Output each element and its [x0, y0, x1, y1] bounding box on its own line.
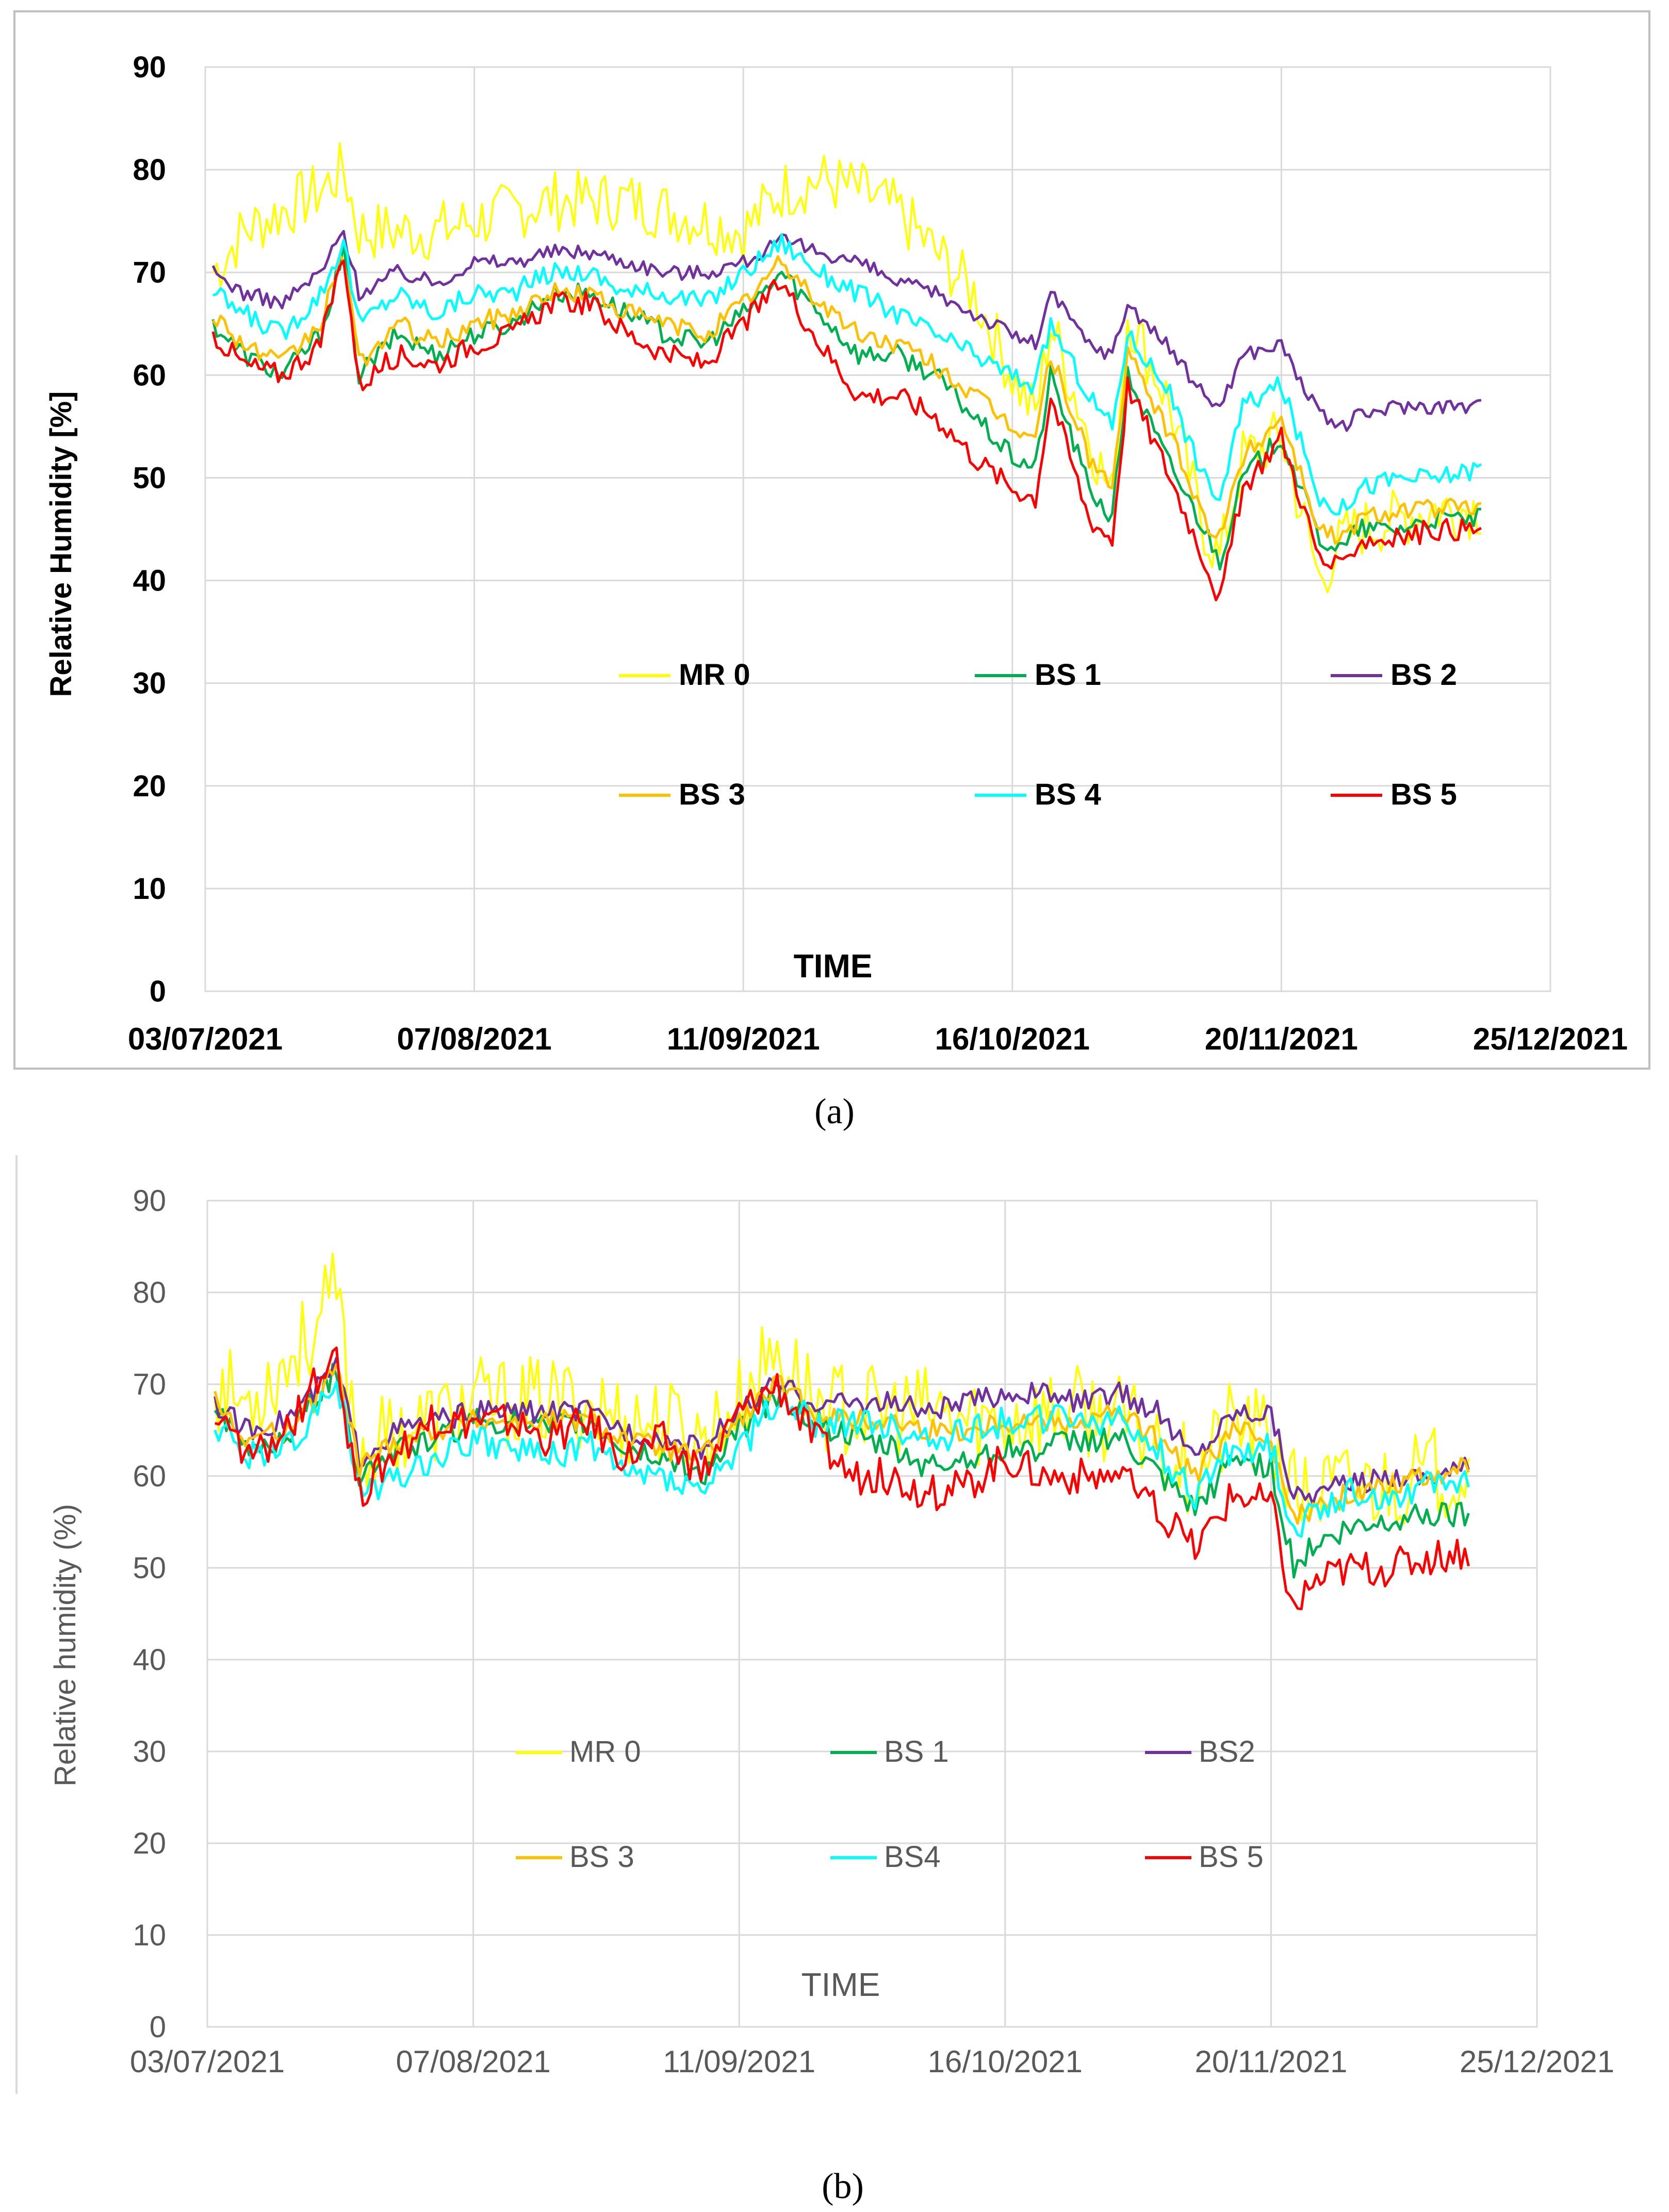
y-tick-label: 60: [133, 358, 166, 392]
panel-a-x-axis-label: TIME: [794, 947, 873, 985]
caption-b: (b): [822, 2167, 864, 2206]
x-tick-label: 16/10/2021: [928, 2044, 1083, 2079]
legend-label: BS 5: [1390, 778, 1457, 811]
panel-b-y-ticks: 0 10 20 30 40 50 60 70 80 90: [133, 1184, 166, 2044]
x-tick-label: 03/07/2021: [128, 1022, 283, 1056]
legend-label: BS 3: [679, 778, 745, 811]
y-tick-label: 40: [133, 1643, 166, 1677]
y-tick-label: 20: [133, 769, 166, 803]
y-tick-label: 30: [133, 1735, 166, 1768]
legend-label: BS 2: [1390, 658, 1457, 692]
x-tick-label: 07/08/2021: [397, 1022, 551, 1056]
y-tick-label: 50: [133, 461, 166, 495]
x-tick-label: 20/11/2021: [1195, 2044, 1347, 2079]
series-line-bs4: [212, 233, 1482, 516]
panel-a-y-ticks: 0 10 20 30 40 50 60 70 80 90: [133, 51, 166, 1008]
legend-label: BS 5: [1199, 1840, 1264, 1874]
panel-b-x-ticks: 03/07/2021 07/08/2021 11/09/2021 16/10/2021…: [130, 2044, 1614, 2079]
legend-label: BS 4: [1035, 778, 1101, 811]
y-tick-label: 10: [133, 872, 166, 906]
y-tick-label: 10: [133, 1919, 166, 1952]
series-line-bs3: [211, 254, 1482, 545]
y-tick-label: 80: [133, 1276, 166, 1309]
y-tick-label: 40: [133, 564, 166, 598]
y-tick-label: 30: [133, 667, 166, 700]
panel-a-x-ticks: 03/07/2021 07/08/2021 11/09/2021 16/10/2021…: [128, 1022, 1628, 1056]
legend-label: BS2: [1199, 1735, 1255, 1768]
y-tick-label: 90: [133, 51, 166, 84]
panel-b-x-axis-label: TIME: [801, 1966, 880, 2003]
y-tick-label: 50: [133, 1551, 166, 1585]
series-line-mr0: [214, 1252, 1470, 1525]
y-tick-label: 80: [133, 153, 166, 187]
panel-b-series: [214, 1252, 1470, 1611]
panel-b-legend: MR 0 BS 1 BS2 BS 3 BS4 BS 5: [516, 1735, 1264, 1874]
y-tick-label: 70: [133, 1368, 166, 1401]
y-tick-label: 90: [133, 1184, 166, 1218]
y-tick-label: 70: [133, 256, 166, 289]
y-tick-label: 20: [133, 1827, 166, 1860]
legend-label: BS 3: [569, 1840, 634, 1874]
series-line-bs5: [211, 259, 1482, 601]
panel-a-legend: MR 0 BS 1 BS 2 BS 3 BS 4 BS 5: [619, 658, 1457, 811]
y-tick-label: 0: [150, 975, 166, 1008]
x-tick-label: 03/07/2021: [130, 2044, 285, 2079]
caption-a: (a): [814, 1092, 855, 1132]
legend-label: MR 0: [569, 1735, 641, 1768]
x-tick-label: 25/12/2021: [1460, 2044, 1614, 2079]
series-line-bs1: [211, 240, 1481, 571]
chart-panel-b: 0 10 20 30 40 50 60 70 80 90 03/07/2021 07/08/2021…: [15, 1155, 1614, 2094]
plot-area-border: [206, 1200, 1538, 2028]
panel-b-gridlines: [206, 1200, 1538, 2028]
legend-label: BS 1: [884, 1735, 949, 1768]
panel-a-series: [211, 142, 1482, 601]
series-line-bs2: [211, 230, 1482, 432]
panel-a-plot-frame: [204, 66, 1551, 992]
legend-label: BS 1: [1035, 658, 1101, 692]
plot-area-border: [204, 66, 1551, 992]
series-line-bs1: [214, 1363, 1470, 1579]
panel-b-plot-frame: [206, 1200, 1538, 2028]
series-line-bs5: [214, 1346, 1470, 1611]
legend-label: BS4: [884, 1840, 941, 1874]
y-tick-label: 60: [133, 1460, 166, 1493]
x-tick-label: 16/10/2021: [935, 1022, 1090, 1056]
panel-b-y-axis-label: Relative humidity (%): [48, 1504, 82, 1787]
legend-label: MR 0: [679, 658, 750, 692]
series-line-bs4: [214, 1381, 1470, 1538]
x-tick-label: 11/09/2021: [663, 2044, 815, 2079]
x-tick-label: 25/12/2021: [1473, 1022, 1628, 1056]
x-tick-label: 20/11/2021: [1205, 1022, 1358, 1056]
chart-panel-a: 0 10 20 30 40 50 60 70 80 90 03/07/2021 07/08/2021…: [13, 10, 1650, 1070]
y-tick-label: 0: [150, 2010, 166, 2044]
panel-a-y-axis-label: Relative Humidity [%]: [44, 391, 78, 697]
x-tick-label: 11/09/2021: [667, 1022, 820, 1056]
x-tick-label: 07/08/2021: [396, 2044, 550, 2079]
